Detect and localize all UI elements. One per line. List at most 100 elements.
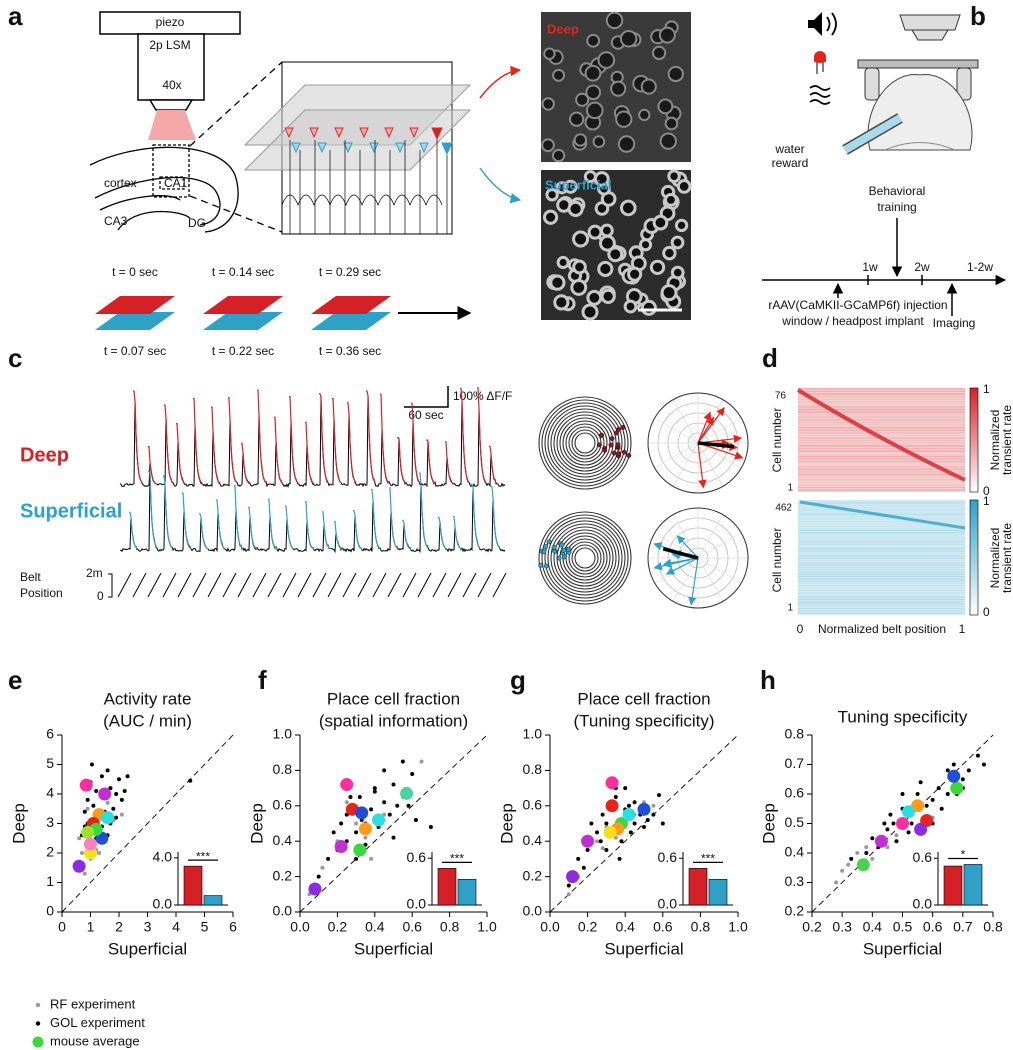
trace-spike [419, 472, 429, 549]
trace-spike [489, 445, 499, 485]
heat-row [798, 445, 965, 447]
cell-point [326, 856, 331, 861]
cell [587, 224, 603, 240]
cell-point [344, 800, 349, 805]
heat-row [798, 489, 965, 491]
cell-point [600, 846, 605, 851]
event [559, 542, 565, 548]
shape [899, 14, 961, 41]
trace-spike [289, 395, 299, 484]
cell [660, 284, 678, 302]
belt-lap [574, 547, 596, 569]
cell-point [400, 759, 405, 764]
shape [809, 85, 831, 105]
y-tick-label: 0.5 [785, 814, 805, 830]
colorbar-label: transient rate [1000, 523, 1013, 593]
belt-lap [565, 423, 605, 463]
label: DG [188, 216, 206, 230]
trace-spike [241, 442, 251, 485]
trace-baseline [119, 473, 506, 554]
significance: *** [450, 852, 464, 866]
cell-point [888, 812, 893, 817]
event [614, 430, 619, 436]
cell [586, 33, 601, 48]
heat-row [798, 403, 965, 405]
y-tick-label: 0.8 [785, 726, 805, 742]
heat-row [798, 529, 965, 532]
label: window / headpost implant [781, 314, 924, 328]
cell [664, 116, 679, 131]
y-tick-label: 0.8 [273, 761, 293, 777]
legend-marker [35, 1021, 41, 1026]
trace-spike [371, 489, 381, 549]
heat-row [798, 546, 965, 548]
trace-spike [389, 487, 399, 550]
inset-tick-label: 0.6 [658, 849, 678, 865]
event [616, 426, 622, 432]
shape [867, 74, 973, 151]
cell-point [566, 883, 571, 888]
cell [676, 179, 692, 194]
cell-point [951, 762, 956, 767]
cell [640, 299, 657, 316]
cell [619, 199, 637, 217]
shape [284, 127, 419, 139]
cell-point [960, 777, 965, 782]
heat-row [798, 610, 965, 612]
mean-vector [662, 547, 699, 560]
trace-spike [426, 439, 436, 485]
x-tick-label: 0.6 [923, 919, 943, 935]
heat-row [798, 388, 965, 390]
microscopy-images [541, 11, 692, 321]
heat-row [798, 564, 965, 566]
cell [584, 64, 602, 82]
heat-row [798, 573, 965, 575]
cell-point [870, 856, 875, 861]
belt-lap [553, 411, 617, 475]
mouse-average [856, 858, 870, 872]
belt-lap [547, 405, 623, 481]
trace-spike [322, 511, 332, 550]
cell [586, 289, 603, 306]
heat-row [798, 406, 965, 408]
cell-point [623, 786, 628, 791]
label: rAAV(CaMKII-GCaMP6f) injection [768, 298, 947, 312]
cell-point [395, 803, 400, 808]
cell-point [870, 836, 875, 841]
event [620, 425, 626, 430]
cell-point [348, 794, 353, 799]
cell [586, 101, 604, 120]
scale-bar [404, 386, 449, 408]
x-tick-label: 0.8 [691, 919, 711, 935]
cell-point [915, 792, 920, 796]
y-tick-label: 0.6 [785, 785, 805, 801]
cell-point [604, 848, 609, 853]
trace-spike [477, 387, 487, 484]
cell-point [97, 851, 102, 855]
y-tick-label: 0.6 [273, 797, 293, 813]
shape [137, 33, 205, 101]
shape [117, 210, 191, 231]
event [602, 447, 608, 453]
inset-bar [943, 865, 963, 906]
x-tick-label: 0.0 [290, 919, 310, 935]
mouse-average [355, 806, 369, 820]
tick-label: 462 [775, 503, 792, 514]
heat-row [798, 463, 965, 465]
inset-tick-label: 0.6 [407, 849, 427, 865]
cell [651, 45, 667, 61]
mouse-average [581, 834, 595, 848]
heat-row [798, 408, 965, 411]
label: Belt [20, 570, 41, 584]
y-tick-label: 0.3 [785, 873, 805, 889]
heat-row [798, 534, 965, 536]
cell-point [354, 830, 359, 835]
belt-lap [541, 514, 629, 602]
mouse-average [566, 870, 580, 884]
shape [816, 62, 824, 74]
cell [597, 51, 616, 69]
shape [291, 142, 429, 154]
cell-point [91, 803, 96, 808]
cell [549, 274, 566, 291]
cell-point [99, 774, 104, 779]
